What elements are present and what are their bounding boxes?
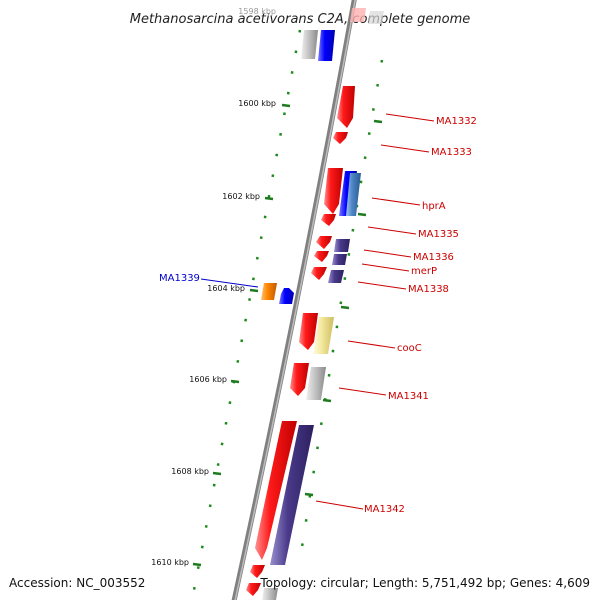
tick-1604 [249,288,259,293]
leader-ma1332 [385,113,435,122]
gene-ma1336 [334,239,350,252]
leader-ma1333 [380,144,430,153]
tick-1608 [212,471,222,476]
tick-right-3 [340,305,350,310]
label-ma1336: MA1336 [413,252,454,263]
gene-ma1335 [321,214,336,226]
leader-ma1335 [367,226,417,235]
leader-cooc [347,340,396,349]
gene-top-pink [350,8,366,22]
leader-merp [361,263,410,272]
tick-label-1598: 1598 kbp [238,7,276,16]
tick-label-1608: 1608 kbp [171,467,209,476]
gene-gray-bottom [262,588,278,600]
label-leaders [315,113,435,510]
genome-backbone [231,0,357,600]
gene-red-hpra-left [324,168,343,214]
gene-ma1341 [306,367,326,400]
gene-orange-1339 [261,283,277,300]
tick-label-1602: 1602 kbp [222,192,260,201]
leader-ma1338 [357,281,407,290]
tick-marks [192,103,383,567]
label-ma1333: MA1333 [431,147,472,158]
tick-label-1606: 1606 kbp [189,375,227,384]
gene-blue-1 [318,30,335,61]
gene-red-1341 [290,363,309,396]
gene-ma1333 [333,132,348,144]
leader-ma1341 [338,387,387,396]
gene-cooc [313,317,334,354]
gene-red-1338 [311,267,327,280]
tick-right-4 [322,398,332,403]
label-ma1335: MA1335 [418,229,459,240]
gene-ma1338 [328,270,344,283]
label-ma1339: MA1339 [159,273,200,284]
tick-label-1610: 1610 kbp [151,558,189,567]
tick-right-2 [357,212,367,217]
gene-hpra-steel [346,173,361,216]
tick-label-1600: 1600 kbp [238,99,276,108]
label-ma1341: MA1341 [388,391,429,402]
leader-hpra [371,197,421,206]
leader-ma1342 [315,500,364,510]
tick-right-1 [373,119,383,124]
leader-ma1339 [200,278,259,288]
accession-text: Accession: NC_003552 [9,576,145,590]
tick-right-5 [304,492,314,497]
label-cooc: cooC [397,343,422,354]
label-ma1332: MA1332 [436,116,477,127]
label-ma1342: MA1342 [364,504,405,515]
gene-merp [332,254,347,265]
gene-red-bottom-2 [246,583,261,596]
topology-text: Topology: circular; Length: 5,751,492 bp… [259,576,590,590]
tick-1606 [230,379,240,384]
gene-top-gray [368,11,384,24]
tick-1602 [264,196,274,201]
gene-ma1339 [279,288,294,304]
tick-1600 [281,103,291,108]
label-ma1338: MA1338 [408,284,449,295]
gene-red-1336 [316,236,332,249]
label-merp: merP [411,266,437,277]
gene-ma1342 [270,425,314,565]
gene-red-bottom-1 [250,565,265,578]
gene-red-1342 [255,421,297,560]
map-title: Methanosarcina acetivorans C2A, complete… [130,12,471,27]
tick-1610 [192,562,202,567]
leader-ma1336 [363,249,412,258]
gene-ma1332 [337,86,355,128]
gene-gray-1 [301,30,318,59]
gene-red-merp [314,251,329,262]
label-hpra: hprA [422,201,446,212]
genome-backbone-highlight [234,0,356,600]
tick-label-1604: 1604 kbp [207,284,245,293]
gene-red-cooc [299,313,318,350]
